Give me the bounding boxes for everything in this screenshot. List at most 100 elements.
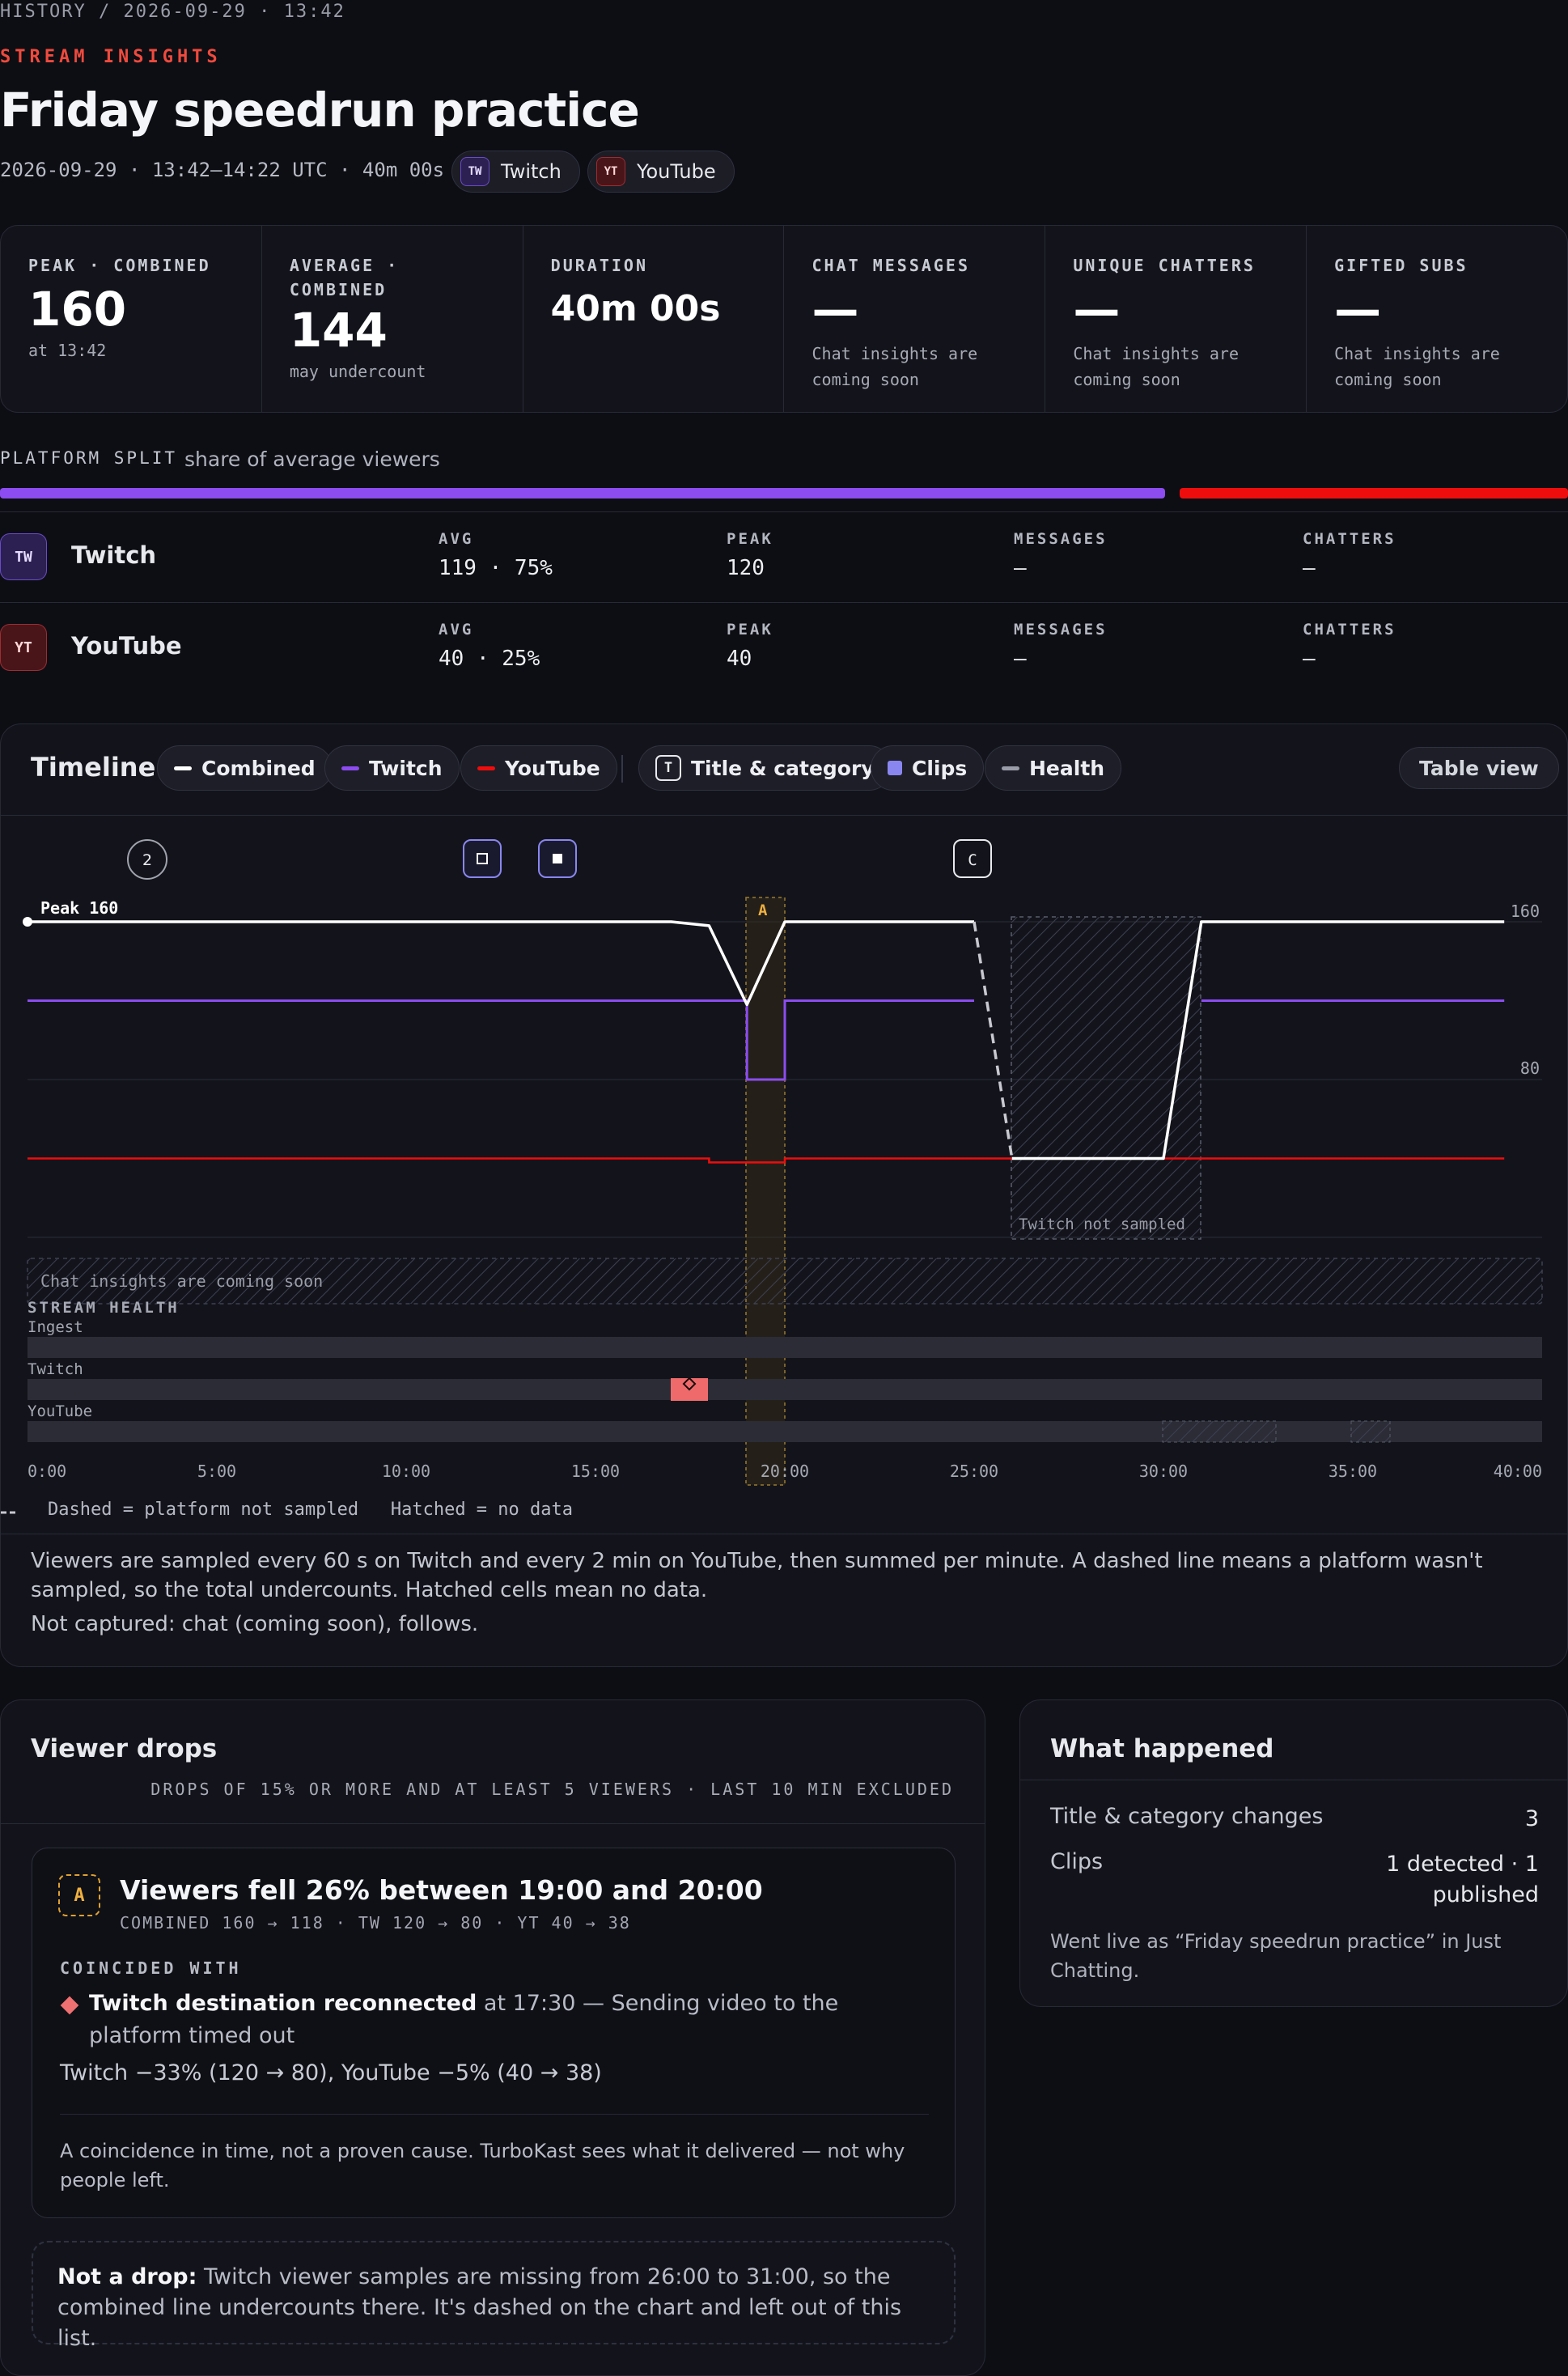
stat-label: DURATION — [550, 256, 648, 275]
y-tick-label: 80 — [1520, 1059, 1540, 1078]
what-row-title-changes[interactable]: Title & category changes 3 — [1050, 1804, 1539, 1831]
health-no-data — [1350, 1420, 1391, 1443]
health-row-label: Twitch — [28, 1360, 83, 1378]
title-change-marker[interactable] — [127, 839, 167, 880]
drops-criteria: DROPS OF 15% OR MORE AND AT LEAST 5 VIEW… — [150, 1780, 954, 1799]
category-marker[interactable] — [953, 839, 992, 878]
stat-label: GIFTED SUBS — [1334, 256, 1468, 275]
viewer-drops-card: Viewer drops DROPS OF 15% OR MORE AND AT… — [0, 1699, 985, 2376]
twitch-badge: TW — [460, 157, 489, 186]
health-row-label: YouTube — [28, 1402, 92, 1420]
stat-average: AVERAGE · COMBINED 144 may undercount — [262, 226, 523, 412]
x-tick-label: 0:00 — [28, 1462, 66, 1481]
platform-chip-youtube: YT YouTube — [587, 151, 735, 193]
chatters-value: — — [1303, 647, 1316, 671]
toggle-label: Clips — [912, 756, 968, 780]
toggle-twitch[interactable]: Twitch — [324, 745, 460, 791]
x-tick-label: 15:00 — [571, 1462, 620, 1481]
stat-value: — — [812, 282, 859, 337]
peak-label: Peak 160 — [40, 898, 118, 918]
drop-band-label: A — [758, 902, 768, 919]
eyebrow: STREAM INSIGHTS — [0, 47, 222, 67]
drop-item-a[interactable]: A Viewers fell 26% between 19:00 and 20:… — [32, 1848, 956, 2218]
platform-row-twitch: TW Twitch AVG 119 · 75% PEAK 120 MESSAGES —… — [0, 511, 1568, 602]
timeline-title: Timeline — [31, 752, 156, 783]
stat-sub: Chat insights are coming soon — [1073, 344, 1240, 389]
col-label: AVG — [439, 530, 474, 548]
what-row-label: Title & category changes — [1050, 1804, 1324, 1829]
youtube-badge: YT — [0, 624, 47, 671]
combined-swatch-icon — [174, 766, 192, 770]
toggle-health[interactable]: Health — [985, 745, 1122, 791]
reconnect-diamond-icon — [60, 1996, 79, 2015]
series-combined-line — [28, 920, 974, 1007]
toggle-label: Twitch — [369, 756, 443, 780]
twitch-badge: TW — [0, 533, 47, 580]
chart-legend: Dashed = platform not sampled Hatched = … — [48, 1500, 574, 1520]
col-label: PEAK — [727, 621, 773, 639]
split-bar-twitch — [0, 488, 1165, 499]
timeline-divider — [1, 815, 1567, 816]
breadcrumb[interactable]: HISTORY / 2026-09-29 · 13:42 — [0, 2, 345, 22]
toggle-combined[interactable]: Combined — [157, 745, 333, 791]
category-marker-label: C — [968, 851, 977, 869]
youtube-badge: YT — [596, 157, 625, 186]
not-sampled-label: Twitch not sampled — [1019, 1216, 1185, 1233]
event-detail: at 17:30 — Sending video to the platform… — [89, 1991, 839, 2048]
x-tick-label: 40:00 — [1494, 1462, 1542, 1481]
stat-sub: may undercount — [289, 362, 426, 381]
stat-chat-messages: CHAT MESSAGES — Chat insights are coming… — [784, 226, 1046, 412]
stat-label: PEAK · COMBINED — [28, 256, 211, 275]
stream-meta: 2026-09-29 · 13:42–14:22 UTC · 40m 00s — [0, 159, 445, 181]
health-no-data — [1162, 1420, 1277, 1443]
stat-value: 160 — [28, 282, 127, 337]
series-twitch-line — [28, 999, 974, 1081]
not-captured-note: Not captured: chat (coming soon), follow… — [31, 1612, 479, 1636]
x-tick-label: 5:00 — [197, 1462, 236, 1481]
messages-value: — — [1014, 556, 1027, 580]
platform-split-label: PLATFORM SPLIT — [0, 448, 178, 468]
health-track-twitch — [28, 1379, 1542, 1400]
toggle-title-category[interactable]: T Title & category — [638, 745, 892, 791]
peak-value: 40 — [727, 647, 752, 671]
stat-value: 144 — [289, 303, 388, 358]
clip-icon — [477, 853, 488, 864]
messages-value: — — [1014, 647, 1027, 671]
drop-detail: COMBINED 160 → 118 · TW 120 → 80 · YT 40… — [120, 1913, 631, 1933]
health-row-label: Ingest — [28, 1318, 83, 1336]
what-happened-title: What happened — [1050, 1734, 1274, 1763]
viewer-drops-title: Viewer drops — [31, 1734, 218, 1763]
toggle-label: Title & category — [691, 756, 875, 780]
marker-count: 2 — [142, 851, 152, 869]
what-row-value: 3 — [1524, 1806, 1539, 1831]
col-label: PEAK — [727, 530, 773, 548]
series-combined-dashed — [973, 921, 1014, 1159]
stat-value: 40m 00s — [550, 288, 721, 329]
legend-dash-icon — [1, 1511, 19, 1514]
toggle-clips[interactable]: Clips — [871, 745, 985, 791]
peak-col: PEAK 40 — [727, 621, 773, 671]
stat-sub: Chat insights are coming soon — [1334, 344, 1500, 389]
chatters-col: CHATTERS — — [1303, 621, 1396, 671]
chat-placeholder-label: Chat insights are coming soon — [40, 1271, 323, 1291]
clip-marker[interactable] — [463, 839, 502, 878]
what-row-clips[interactable]: Clips 1 detected · 1 published — [1050, 1849, 1539, 1907]
table-view-button[interactable]: Table view — [1399, 747, 1559, 789]
health-swatch-icon — [1002, 766, 1019, 770]
platform-chip-twitch: TW Twitch — [451, 151, 580, 193]
col-label: CHATTERS — [1303, 530, 1396, 548]
clips-icon — [888, 761, 902, 775]
platform-chip-label: Twitch — [501, 160, 562, 183]
col-label: MESSAGES — [1014, 621, 1108, 639]
messages-col: MESSAGES — — [1014, 621, 1108, 671]
title-category-icon: T — [655, 755, 681, 781]
chat-placeholder-strip — [27, 1258, 1543, 1305]
toggle-youtube[interactable]: YouTube — [460, 745, 617, 791]
stat-duration: DURATION 40m 00s — [523, 226, 785, 412]
avg-value: 119 · 75% — [439, 556, 553, 580]
youtube-swatch-icon — [477, 766, 495, 770]
col-label: AVG — [439, 621, 474, 639]
drop-headline: Viewers fell 26% between 19:00 and 20:00 — [120, 1874, 763, 1906]
stat-sub: Chat insights are coming soon — [812, 344, 978, 389]
toggle-label: YouTube — [505, 756, 600, 780]
